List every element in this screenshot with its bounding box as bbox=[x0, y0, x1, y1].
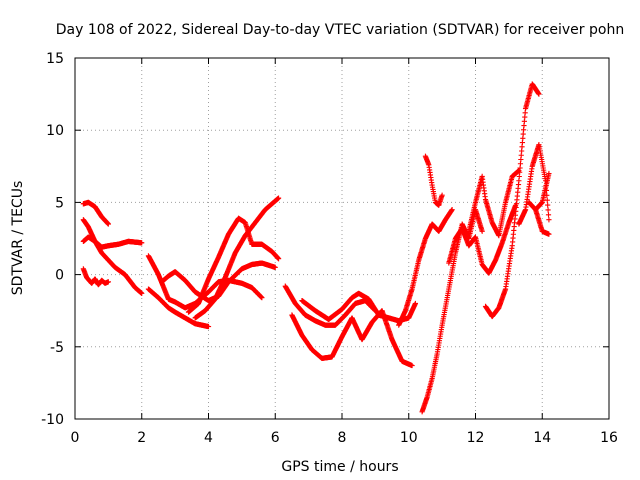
data-point bbox=[275, 256, 282, 262]
grid bbox=[75, 58, 609, 419]
axis-ticks: 0 2 4 6 8 10 12 14 16 -10 -5 0 5 10 15 bbox=[41, 51, 618, 446]
series-arc-a bbox=[80, 266, 111, 288]
y-tick-label: -10 bbox=[41, 412, 64, 428]
series-arc-t bbox=[526, 199, 552, 237]
x-tick-label: 12 bbox=[467, 430, 485, 446]
data-marks bbox=[80, 81, 552, 415]
series-arc-i bbox=[185, 215, 282, 315]
data-point bbox=[546, 217, 552, 223]
data-point bbox=[544, 197, 550, 203]
series-arc-p bbox=[446, 202, 519, 276]
y-tick-label: 15 bbox=[46, 51, 64, 67]
x-tick-label: 2 bbox=[137, 430, 146, 446]
series-arc-f bbox=[145, 286, 212, 330]
data-point bbox=[105, 221, 111, 227]
x-tick-label: 8 bbox=[338, 430, 347, 446]
series-arc-q bbox=[466, 168, 522, 239]
series-arc-s bbox=[516, 142, 552, 227]
x-tick-label: 16 bbox=[600, 430, 618, 446]
data-point bbox=[412, 300, 419, 307]
data-point bbox=[545, 202, 551, 208]
y-axis-label: SDTVAR / TECUs bbox=[10, 181, 26, 296]
data-point bbox=[545, 207, 551, 213]
series-arc-u bbox=[532, 170, 552, 213]
x-tick-label: 0 bbox=[71, 430, 80, 446]
series-arc-c bbox=[80, 234, 145, 250]
data-point bbox=[546, 231, 552, 237]
data-point bbox=[275, 195, 282, 201]
data-point bbox=[545, 212, 552, 218]
data-point bbox=[439, 192, 445, 198]
chart-title: Day 108 of 2022, Sidereal Day-to-day VTE… bbox=[56, 22, 624, 38]
data-point bbox=[479, 228, 485, 234]
data-point bbox=[105, 279, 111, 285]
data-point bbox=[139, 240, 145, 246]
data-point bbox=[139, 290, 145, 296]
x-axis-label: GPS time / hours bbox=[281, 459, 398, 475]
data-point bbox=[536, 91, 542, 97]
data-point bbox=[409, 362, 415, 369]
data-point bbox=[205, 323, 212, 330]
data-point bbox=[259, 295, 265, 301]
series-arc-h bbox=[192, 195, 282, 321]
series-arc-m bbox=[396, 207, 455, 328]
series-arc-n bbox=[422, 153, 445, 208]
data-point bbox=[546, 170, 552, 177]
series-arc-l bbox=[299, 290, 419, 324]
x-tick-label: 10 bbox=[400, 430, 418, 446]
series-arc-d bbox=[80, 199, 111, 227]
x-tick-label: 4 bbox=[204, 430, 213, 446]
y-tick-label: 10 bbox=[46, 123, 64, 139]
data-point bbox=[449, 207, 455, 213]
x-tick-label: 6 bbox=[271, 430, 280, 446]
y-tick-label: 0 bbox=[55, 268, 64, 284]
y-tick-label: -5 bbox=[50, 340, 64, 356]
series-arc-b bbox=[80, 217, 145, 296]
y-tick-label: 5 bbox=[55, 195, 64, 211]
series-arc-r bbox=[482, 81, 542, 320]
x-tick-label: 14 bbox=[533, 430, 551, 446]
data-point bbox=[272, 264, 278, 270]
